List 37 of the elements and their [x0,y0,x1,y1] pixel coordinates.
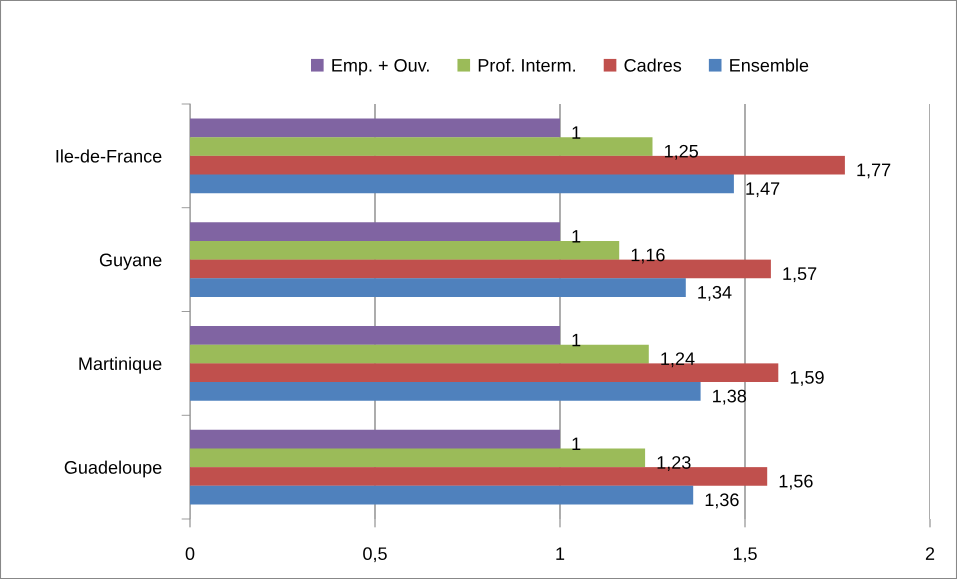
data-label: 1,59 [790,371,824,386]
data-label: 1,36 [706,493,739,508]
data-label: 1 [572,126,580,139]
y-tick-label: Guadeloupe [64,460,162,478]
data-label: 1,77 [857,164,890,178]
bar [190,344,649,364]
legend-label: Cadres [624,58,682,72]
bar [190,448,646,468]
data-label: 1 [572,230,580,243]
legend-label: Emp. + Ouv. [332,58,429,76]
bar [190,382,701,401]
data-label: 1 [572,334,580,346]
data-label: 1,57 [783,267,816,282]
y-tick-label: Martinique [79,356,162,374]
bar [190,326,560,345]
data-label: 1,38 [713,390,746,405]
legend-label: Prof. Interm. [478,58,575,72]
x-tick-label: 0,5 [363,547,387,562]
y-tick-label: Guyane [100,254,162,270]
data-label: 1,47 [746,182,780,198]
data-label: 1 [572,438,580,450]
bar [190,222,560,241]
x-tick-label: 1,5 [734,547,757,562]
x-tick-label: 1 [556,547,564,560]
data-label: 1,34 [698,286,732,301]
legend-label: Ensemble [730,58,808,72]
bar [190,118,560,138]
bar [190,278,686,297]
data-label: 1,56 [780,474,813,490]
x-tick-label: 0 [186,547,194,560]
x-tick-label: 2 [926,547,934,560]
bar [190,486,694,504]
y-tick-label: Ile-de-France [56,149,162,163]
bar [190,430,560,448]
bar [190,137,652,156]
bar [190,240,620,260]
bar [190,174,734,194]
